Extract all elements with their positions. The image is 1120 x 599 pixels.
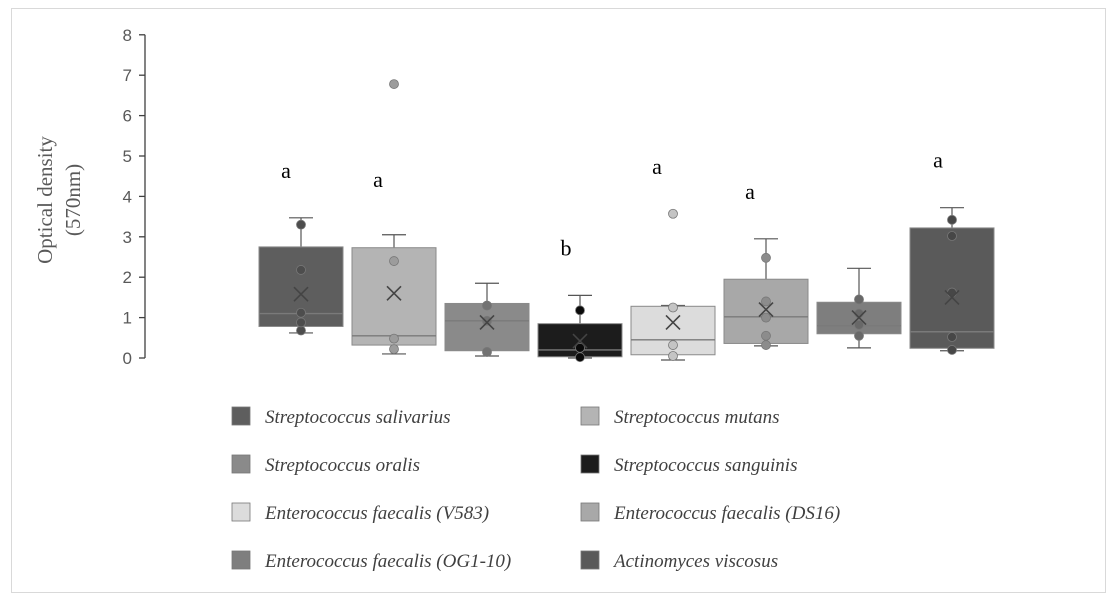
significance-letter: b <box>561 235 572 260</box>
data-point <box>947 345 957 355</box>
box-group: a <box>351 79 437 355</box>
mean-marker-stroke <box>944 289 960 305</box>
data-point <box>761 252 771 263</box>
legend-label: Enterococcus faecalis (DS16) <box>613 503 840 524</box>
legend-item: Enterococcus faecalis (V583) <box>231 502 489 524</box>
significance-letter: a <box>281 158 291 183</box>
data-point <box>575 342 585 353</box>
mean-marker <box>758 301 774 318</box>
box-group: a <box>258 158 344 336</box>
y-tick-label: 2 <box>123 268 132 287</box>
mean-marker-stroke <box>572 333 588 349</box>
data-point <box>761 312 771 323</box>
data-point <box>947 287 957 298</box>
data-point <box>854 319 864 330</box>
data-point <box>389 333 399 344</box>
y-tick-label: 4 <box>123 187 132 206</box>
data-point <box>761 340 771 350</box>
significance-letter: a <box>652 154 662 179</box>
box-group: b <box>537 235 623 363</box>
legend-label: Streptococcus salivarius <box>265 407 451 428</box>
legend-item: Actinomyces viscosus <box>580 550 778 572</box>
y-tick-label: 6 <box>123 107 132 126</box>
mean-marker <box>293 286 309 302</box>
legend-label: Enterococcus faecalis (V583) <box>264 503 489 524</box>
legend-label: Streptococcus oralis <box>265 455 420 476</box>
mean-marker-stroke <box>293 286 309 302</box>
legend-swatch <box>231 502 251 522</box>
legend-label: Streptococcus mutans <box>614 407 780 428</box>
mean-marker <box>386 285 402 301</box>
data-point <box>482 315 492 326</box>
mean-marker-stroke <box>665 314 681 331</box>
outlier-point <box>668 208 678 219</box>
y-tick-label: 5 <box>123 147 132 166</box>
data-point <box>389 256 399 266</box>
outlier-point <box>389 79 399 89</box>
legend-item: Enterococcus faecalis (DS16) <box>580 502 840 524</box>
mean-marker-stroke <box>386 285 402 301</box>
data-point <box>668 302 678 313</box>
data-point <box>854 330 864 341</box>
box-group: a <box>909 148 995 355</box>
data-point <box>761 330 771 341</box>
legend-swatch <box>231 406 251 426</box>
legend-swatch <box>580 406 600 426</box>
box-group <box>444 282 530 357</box>
legend-swatch <box>231 550 251 570</box>
legend-label: Actinomyces viscosus <box>612 551 778 572</box>
legend-item: Streptococcus salivarius <box>231 406 451 428</box>
mean-marker-stroke <box>758 301 774 318</box>
data-point <box>389 344 399 355</box>
data-point <box>296 317 306 328</box>
legend-swatch <box>580 454 600 474</box>
legend-item: Enterococcus faecalis (OG1-10) <box>231 550 511 572</box>
data-point <box>482 300 492 311</box>
data-point <box>668 351 678 361</box>
mean-marker <box>851 310 867 326</box>
y-tick-label: 3 <box>123 228 132 247</box>
legend-item: Streptococcus sanguinis <box>580 454 797 476</box>
data-point <box>296 265 306 275</box>
y-tick-label: 7 <box>123 66 132 85</box>
mean-marker <box>665 314 681 331</box>
mean-marker <box>479 314 495 331</box>
y-tick-label: 1 <box>123 309 132 328</box>
legend-swatch <box>231 454 251 474</box>
data-point <box>575 352 585 363</box>
data-point <box>575 305 585 316</box>
data-point <box>296 325 306 336</box>
significance-letter: a <box>933 148 943 173</box>
mean-marker-stroke <box>851 310 867 326</box>
mean-marker <box>944 289 960 305</box>
box-group: a <box>723 179 809 350</box>
legend-label: Streptococcus sanguinis <box>614 455 797 476</box>
data-point <box>947 214 957 225</box>
data-point <box>854 294 864 305</box>
mean-marker-stroke <box>479 314 495 331</box>
significance-letter: a <box>373 167 383 192</box>
data-point <box>482 347 492 357</box>
y-axis-label-unit: (570nm) <box>61 164 85 236</box>
legend-label: Enterococcus faecalis (OG1-10) <box>264 551 511 572</box>
data-point <box>947 231 957 241</box>
y-tick-label: 0 <box>123 349 132 368</box>
legend-item: Streptococcus mutans <box>580 406 780 428</box>
legend-item: Streptococcus oralis <box>231 454 420 476</box>
data-point <box>947 332 957 342</box>
mean-marker <box>572 333 588 349</box>
significance-letter: a <box>745 179 755 204</box>
legend-swatch <box>580 502 600 522</box>
box-group: a <box>630 154 716 361</box>
box-group <box>816 267 902 349</box>
legend-swatch <box>580 550 600 570</box>
data-point <box>668 340 678 350</box>
y-tick-label: 8 <box>123 26 132 45</box>
data-point <box>296 219 306 230</box>
y-axis-label: Optical density <box>33 136 57 264</box>
data-point <box>761 296 771 307</box>
box-iqr <box>444 302 530 352</box>
data-point <box>296 307 306 318</box>
